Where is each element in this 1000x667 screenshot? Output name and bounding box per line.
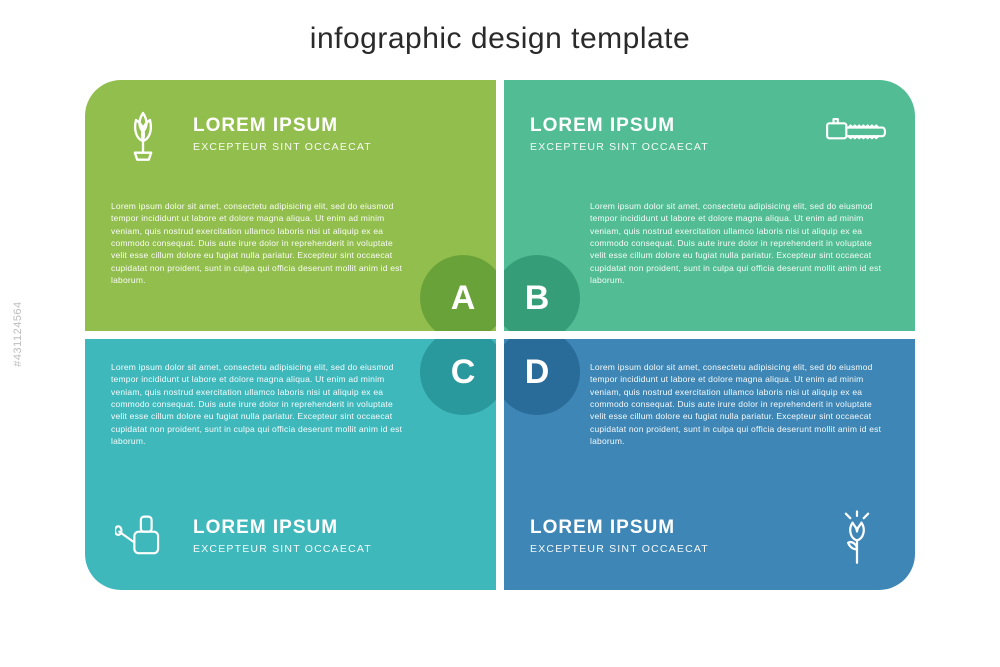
card-b-titles: LOREM IPSUM EXCEPTEUR SINT OCCAECAT — [530, 115, 807, 153]
card-c-header: LOREM IPSUM EXCEPTEUR SINT OCCAECAT — [111, 504, 470, 568]
card-d-body: Lorem ipsum dolor sit amet, consectetu a… — [590, 361, 889, 447]
card-a-subheading: EXCEPTEUR SINT OCCAECAT — [193, 141, 372, 153]
card-a-header: LOREM IPSUM EXCEPTEUR SINT OCCAECAT — [111, 102, 470, 166]
card-d-header: LOREM IPSUM EXCEPTEUR SINT OCCAECAT — [530, 504, 889, 568]
card-b-body: Lorem ipsum dolor sit amet, consectetu a… — [590, 200, 889, 286]
card-a-heading: LOREM IPSUM — [193, 115, 372, 137]
card-b-heading: LOREM IPSUM — [530, 115, 807, 137]
page-title: infographic design template — [0, 22, 1000, 56]
card-a-badge: A — [420, 255, 496, 331]
card-a-body: Lorem ipsum dolor sit amet, consectetu a… — [111, 200, 411, 286]
card-b-badge: B — [504, 255, 580, 331]
card-b: LOREM IPSUM EXCEPTEUR SINT OCCAECAT Lore… — [504, 80, 915, 331]
card-d-badge: D — [504, 339, 580, 415]
card-b-header: LOREM IPSUM EXCEPTEUR SINT OCCAECAT — [530, 102, 889, 166]
card-a: LOREM IPSUM EXCEPTEUR SINT OCCAECAT Lore… — [85, 80, 496, 331]
card-d-heading: LOREM IPSUM — [530, 517, 807, 539]
watermark: #431124564 — [12, 301, 24, 366]
card-a-titles: LOREM IPSUM EXCEPTEUR SINT OCCAECAT — [193, 115, 372, 153]
tulip-icon — [825, 504, 889, 568]
chainsaw-icon — [825, 102, 889, 166]
card-d: Lorem ipsum dolor sit amet, consectetu a… — [504, 339, 915, 590]
infographic-grid: LOREM IPSUM EXCEPTEUR SINT OCCAECAT Lore… — [85, 80, 915, 590]
card-c-body: Lorem ipsum dolor sit amet, consectetu a… — [111, 361, 411, 447]
card-c-subheading: EXCEPTEUR SINT OCCAECAT — [193, 543, 372, 555]
card-c-titles: LOREM IPSUM EXCEPTEUR SINT OCCAECAT — [193, 517, 372, 555]
card-d-subheading: EXCEPTEUR SINT OCCAECAT — [530, 543, 807, 555]
card-c-heading: LOREM IPSUM — [193, 517, 372, 539]
plant-icon — [111, 102, 175, 166]
card-c-badge: C — [420, 339, 496, 415]
card-b-subheading: EXCEPTEUR SINT OCCAECAT — [530, 141, 807, 153]
card-c: Lorem ipsum dolor sit amet, consectetu a… — [85, 339, 496, 590]
watering-can-icon — [111, 504, 175, 568]
card-d-titles: LOREM IPSUM EXCEPTEUR SINT OCCAECAT — [530, 517, 807, 555]
